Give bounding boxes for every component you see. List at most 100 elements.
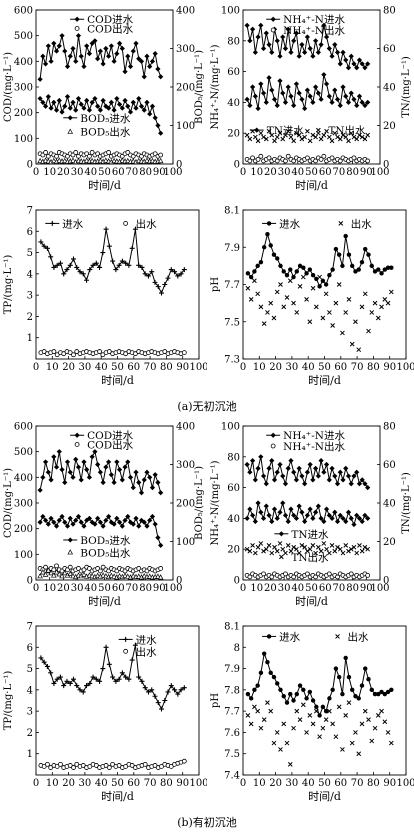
data-point — [343, 57, 349, 63]
data-point — [138, 490, 145, 496]
data-point — [327, 310, 332, 315]
data-point — [356, 751, 362, 757]
data-point — [281, 694, 286, 699]
data-point — [299, 42, 305, 48]
x-tick-label: 30 — [71, 167, 84, 178]
x-tick-label: 50 — [318, 778, 331, 789]
x-tick-label: 100 — [396, 362, 414, 373]
data-point — [272, 138, 277, 144]
data-point — [175, 273, 181, 279]
data-point — [139, 678, 145, 684]
data-point — [80, 763, 86, 768]
data-point — [92, 38, 98, 44]
data-point — [274, 134, 280, 140]
x-tick-label: 60 — [112, 583, 125, 594]
data-point — [288, 49, 294, 55]
data-point — [132, 226, 138, 232]
data-point — [133, 515, 139, 521]
data-point — [359, 134, 365, 140]
data-point — [333, 246, 339, 252]
data-point — [332, 548, 338, 554]
data-point — [304, 87, 310, 93]
data-point — [359, 259, 365, 265]
legend-marker — [270, 16, 276, 22]
data-point — [269, 49, 275, 55]
data-point — [277, 509, 283, 515]
data-point — [67, 262, 73, 268]
data-point — [288, 506, 294, 512]
y-tick-label: 7.7 — [224, 707, 240, 718]
y2-axis-label: TN/(mg·L⁻¹) — [401, 472, 412, 534]
data-point — [59, 109, 65, 115]
data-point — [73, 58, 79, 64]
data-point — [293, 81, 300, 87]
legend-marker — [279, 554, 284, 560]
data-point — [291, 274, 296, 280]
data-point — [329, 99, 335, 105]
legend-label: TN进水 — [267, 125, 305, 137]
data-point — [78, 101, 84, 107]
data-point — [297, 263, 303, 269]
y-tick-label: 7.9 — [224, 664, 240, 675]
data-point — [84, 517, 90, 523]
data-point — [296, 132, 302, 138]
data-point — [255, 708, 261, 714]
data-point — [48, 765, 54, 770]
data-point — [97, 48, 103, 54]
x-tick-label: 90 — [383, 778, 396, 789]
data-point — [349, 341, 355, 347]
y-tick-label: 6 — [27, 643, 33, 654]
data-point — [343, 655, 348, 661]
data-point — [103, 763, 109, 768]
data-point — [130, 99, 136, 105]
x-tick-label: 50 — [98, 583, 111, 594]
data-point — [304, 696, 309, 701]
data-point — [280, 473, 286, 479]
data-point — [323, 708, 329, 714]
data-point — [249, 458, 256, 464]
data-point — [57, 674, 63, 680]
y-tick-label: 500 — [14, 31, 33, 42]
data-point — [168, 683, 174, 689]
y-axis-label: TP/(mg·L⁻¹) — [3, 671, 14, 731]
data-point — [58, 761, 63, 767]
data-point — [81, 571, 87, 577]
series-NH₄⁺-N出水 — [244, 571, 371, 580]
data-point — [330, 687, 335, 693]
x-tick-label: 10 — [46, 778, 59, 789]
data-point — [149, 103, 156, 109]
y-axis-label: pH — [210, 693, 221, 708]
y-tick-label: 100 — [14, 550, 33, 561]
data-point — [356, 696, 361, 701]
data-point — [271, 506, 278, 512]
x-tick-label: 50 — [318, 362, 331, 373]
data-point — [100, 479, 106, 486]
x-tick-label: 80 — [367, 778, 380, 789]
data-point — [348, 546, 354, 552]
x-tick-label: 50 — [305, 167, 318, 178]
data-point — [123, 351, 129, 357]
x-tick-label: 40 — [95, 778, 108, 789]
series-NH₄⁺-N出水 — [244, 153, 371, 164]
data-point — [274, 38, 280, 44]
data-point — [294, 269, 299, 274]
data-point — [155, 284, 161, 290]
data-point — [343, 233, 348, 239]
data-point — [327, 272, 332, 278]
data-point — [53, 48, 60, 54]
data-point — [245, 713, 251, 718]
data-point — [144, 469, 150, 475]
data-point — [277, 53, 283, 59]
data-point — [125, 103, 131, 109]
x-tick-label: 10 — [250, 583, 263, 594]
x-tick-label: 10 — [43, 583, 56, 594]
data-point — [278, 687, 283, 693]
data-point — [363, 246, 368, 252]
data-point — [116, 467, 123, 473]
data-point — [103, 644, 109, 650]
legend-marker — [67, 128, 74, 134]
y2-axis-label: TN/(mg·L⁻¹) — [401, 56, 412, 118]
data-point — [45, 43, 51, 49]
data-point — [314, 276, 319, 282]
data-point — [329, 465, 335, 471]
